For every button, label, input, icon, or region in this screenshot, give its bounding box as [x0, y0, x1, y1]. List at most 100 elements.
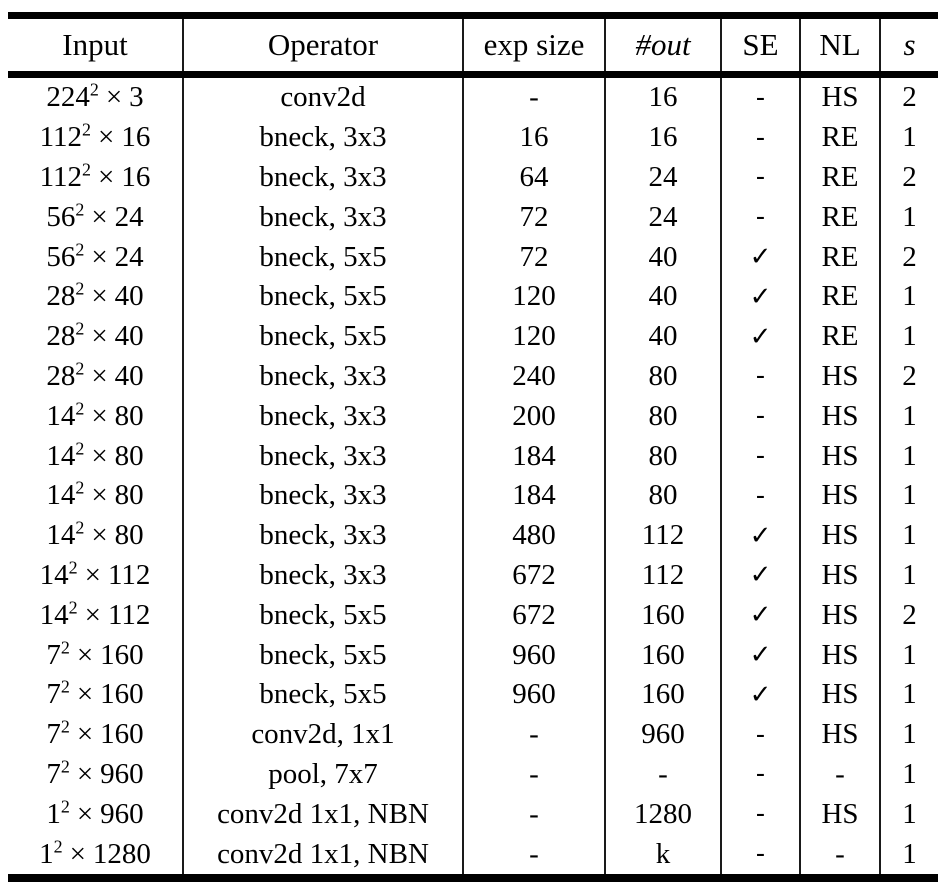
- table-row: 282 × 40 bneck, 5x5 120 40 ✓ RE 1: [8, 316, 938, 357]
- cell-num-out: 16: [604, 117, 721, 158]
- times-symbol: ×: [91, 399, 108, 432]
- cell-se: -: [720, 396, 800, 437]
- times-symbol: ×: [91, 280, 108, 313]
- cell-nl: -: [799, 754, 880, 795]
- input-channels: 16: [121, 160, 151, 193]
- cell-stride: 2: [879, 595, 938, 636]
- cell-stride: 2: [879, 74, 938, 118]
- cell-se: -: [720, 157, 800, 198]
- cell-exp-size: 72: [462, 237, 605, 277]
- cell-stride: 1: [879, 316, 938, 357]
- cell-operator: bneck, 3x3: [182, 555, 463, 596]
- cell-stride: 1: [879, 475, 938, 516]
- cell-input: 1122 × 16: [8, 118, 183, 158]
- input-resolution: 7: [46, 757, 61, 790]
- col-header-operator: Operator: [182, 15, 463, 75]
- input-resolution: 28: [46, 280, 76, 313]
- input-exponent: 2: [75, 318, 85, 339]
- table-row: 72 × 160 bneck, 5x5 960 160 ✓ HS 1: [8, 674, 938, 715]
- col-header-se: SE: [720, 15, 800, 75]
- input-exponent: 2: [68, 557, 78, 578]
- cell-exp-size: -: [462, 754, 605, 795]
- input-channels: 160: [100, 718, 144, 751]
- times-symbol: ×: [91, 439, 108, 472]
- times-symbol: ×: [84, 558, 101, 591]
- cell-exp-size: 240: [462, 356, 605, 397]
- cell-se: -: [720, 74, 800, 118]
- cell-se: -: [720, 714, 800, 755]
- cell-num-out: 40: [604, 237, 721, 277]
- input-resolution: 14: [46, 439, 76, 472]
- input-channels: 40: [114, 320, 144, 353]
- table-row: 562 × 24 bneck, 5x5 72 40 ✓ RE 2: [8, 237, 938, 277]
- cell-stride: 1: [879, 794, 938, 835]
- table-row: 2242 × 3 conv2d -16- HS 2: [8, 74, 938, 118]
- input-resolution: 56: [46, 240, 76, 273]
- cell-stride: 2: [879, 237, 938, 277]
- input-resolution: 7: [46, 718, 61, 751]
- cell-operator: bneck, 5x5: [182, 237, 463, 277]
- cell-stride: 1: [879, 396, 938, 437]
- input-channels: 80: [114, 479, 144, 512]
- cell-se: -: [720, 117, 800, 158]
- cell-exp-size: 64: [462, 157, 605, 198]
- input-exponent: 2: [75, 238, 85, 259]
- cell-nl: HS: [799, 74, 880, 118]
- cell-operator: bneck, 3x3: [182, 197, 463, 238]
- cell-num-out: 80: [604, 356, 721, 397]
- cell-input: 72 × 960: [8, 755, 183, 795]
- cell-num-out: 160: [604, 674, 721, 715]
- cell-input: 72 × 160: [8, 715, 183, 755]
- cell-se: ✓: [720, 237, 800, 277]
- table-row: 282 × 40 bneck, 3x3 240 80- HS 2: [8, 356, 938, 397]
- cell-stride: 1: [879, 436, 938, 476]
- col-header-num-out: #out: [604, 15, 721, 75]
- times-symbol: ×: [84, 598, 101, 631]
- input-channels: 112: [107, 598, 151, 631]
- input-resolution: 14: [39, 558, 69, 591]
- cell-exp-size: 672: [462, 555, 605, 596]
- cell-nl: HS: [799, 436, 880, 476]
- cell-stride: 1: [879, 515, 938, 556]
- cell-num-out: 24: [604, 157, 721, 198]
- cell-input: 282 × 40: [8, 277, 183, 317]
- input-resolution: 112: [39, 160, 83, 193]
- cell-stride: 1: [879, 834, 938, 878]
- cell-nl: HS: [799, 475, 880, 516]
- input-exponent: 2: [82, 159, 92, 180]
- cell-exp-size: -: [462, 794, 605, 835]
- cell-nl: HS: [799, 356, 880, 397]
- cell-nl: HS: [799, 555, 880, 596]
- cell-exp-size: 672: [462, 595, 605, 636]
- cell-input: 562 × 24: [8, 197, 183, 237]
- times-symbol: ×: [76, 797, 94, 830]
- input-exponent: 2: [60, 796, 70, 817]
- cell-nl: RE: [799, 237, 880, 277]
- input-channels: 160: [100, 678, 144, 711]
- cell-input: 72 × 160: [8, 675, 183, 715]
- cell-exp-size: 120: [462, 276, 605, 317]
- cell-stride: 1: [879, 276, 938, 317]
- cell-nl: HS: [799, 714, 880, 755]
- col-header-stride: s: [879, 15, 938, 75]
- cell-nl: HS: [799, 595, 880, 636]
- input-channels: 16: [121, 121, 151, 154]
- input-resolution: 14: [46, 399, 76, 432]
- input-exponent: 2: [68, 597, 78, 618]
- input-exponent: 2: [75, 517, 85, 538]
- table-row: 142 × 80 bneck, 3x3 184 80- HS 1: [8, 436, 938, 476]
- cell-input: 282 × 40: [8, 357, 183, 397]
- input-resolution: 7: [46, 678, 61, 711]
- input-channels: 80: [114, 439, 144, 472]
- table-row: 142 × 112 bneck, 3x3 672 112 ✓ HS 1: [8, 555, 938, 596]
- cell-operator: bneck, 3x3: [182, 117, 463, 158]
- cell-operator: bneck, 5x5: [182, 316, 463, 357]
- input-channels: 160: [100, 638, 144, 671]
- cell-input: 142 × 80: [8, 396, 183, 436]
- cell-se: ✓: [720, 595, 800, 636]
- input-channels: 1280: [92, 837, 151, 870]
- cell-stride: 1: [879, 635, 938, 675]
- cell-operator: bneck, 5x5: [182, 674, 463, 715]
- input-exponent: 2: [60, 636, 70, 657]
